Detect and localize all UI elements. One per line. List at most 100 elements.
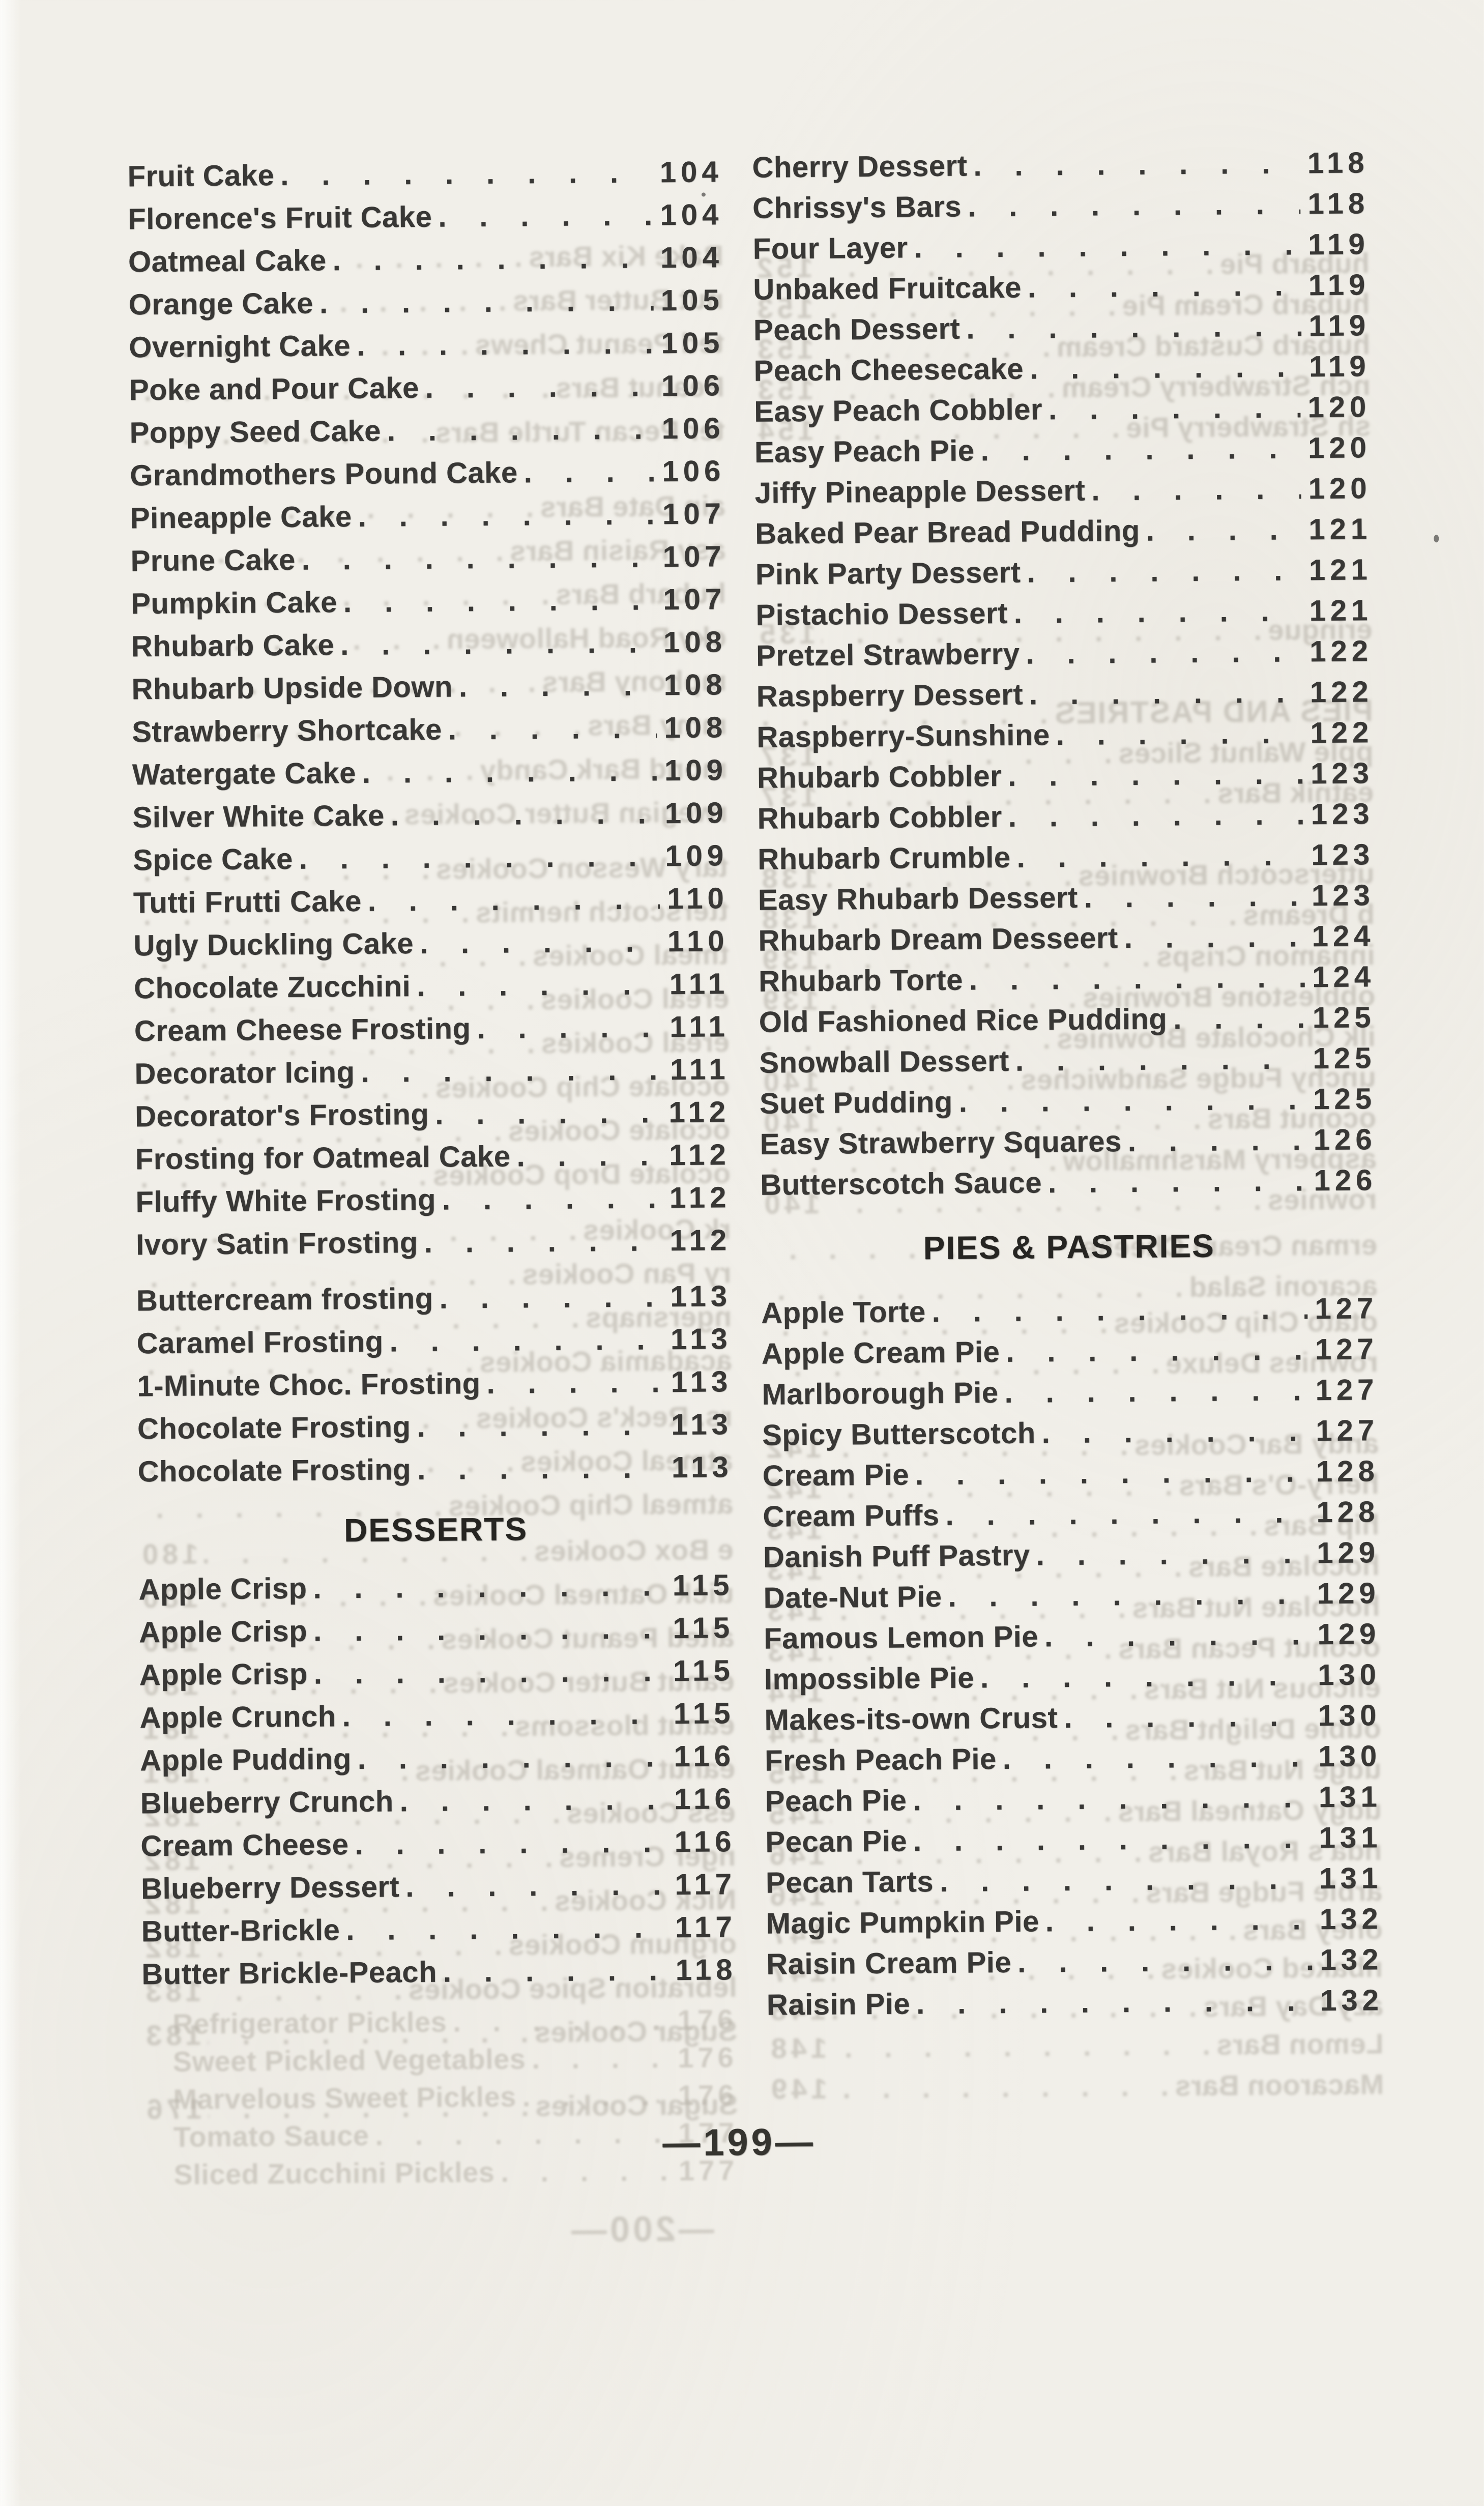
- recipe-page-number: 123: [1310, 756, 1374, 791]
- dot-leader: [833, 2029, 1210, 2064]
- scan-speck: [701, 192, 706, 197]
- toc-row: Raisin Cream Pie 132: [766, 1939, 1383, 1985]
- bleedthrough-label: Marvelous Sweet Pickles: [173, 2080, 517, 2115]
- dot-leader: [914, 224, 1301, 268]
- toc-row: Rhubarb Upside Down 108: [131, 663, 727, 711]
- recipe-label: Apple Crunch: [139, 1700, 336, 1735]
- toc-row: Marlborough Pie 127: [762, 1369, 1379, 1415]
- recipe-label: Cream Cheese Frosting: [134, 1012, 471, 1048]
- dot-leader: [448, 707, 657, 751]
- recipe-page-number: 106: [662, 454, 725, 488]
- recipe-label: Apple Pudding: [139, 1742, 352, 1777]
- dot-leader: [357, 322, 654, 367]
- dot-leader: [442, 1177, 663, 1221]
- toc-row: Caramel Frosting 113: [136, 1318, 732, 1365]
- recipe-label: Poppy Seed Cake: [129, 414, 382, 450]
- recipe-label: Cream Puffs: [763, 1498, 940, 1533]
- recipe-label: Rhubarb Dream Desseert: [758, 921, 1118, 957]
- recipe-label: Chocolate Frosting: [137, 1410, 411, 1446]
- dot-leader: [1006, 1329, 1308, 1373]
- toc-list-block: Cherry Dessert118Chrissy's Bars118Four L…: [752, 142, 1377, 1205]
- bleedthrough-row: Sugar Cookies 176: [142, 2088, 738, 2125]
- dot-leader: [1008, 794, 1304, 837]
- toc-row: Famous Lemon Pie 129: [764, 1614, 1381, 1659]
- recipe-label: Pink Party Dessert: [755, 556, 1021, 591]
- dot-leader: [417, 1404, 664, 1448]
- dot-leader: [1030, 346, 1302, 389]
- recipe-page-number: 110: [667, 924, 729, 958]
- recipe-label: Apple Crisp: [139, 1657, 308, 1692]
- recipe-label: Fluffy White Frosting: [135, 1183, 437, 1219]
- toc-row: Jiffy Pineapple Dessert 120: [754, 468, 1372, 514]
- toc-row: Peach Cheesecake 119: [753, 346, 1371, 392]
- bleedthrough-label: Refrigerator Pickles: [172, 2005, 447, 2040]
- recipe-page-number: 122: [1310, 716, 1374, 750]
- recipe-page-number: 123: [1311, 838, 1375, 872]
- toc-row: Four Layer 119: [752, 224, 1370, 270]
- toc-row: Unbaked Fruitcake 119: [753, 265, 1370, 310]
- toc-row: Apple Pudding 116: [140, 1735, 736, 1782]
- recipe-label: Pecan Pie: [765, 1824, 908, 1859]
- dot-leader: [1173, 998, 1305, 1039]
- toc-row: Peach Pie 131: [765, 1776, 1382, 1822]
- recipe-page-number: 115: [673, 1611, 735, 1645]
- recipe-page-number: 126: [1313, 1123, 1377, 1157]
- dot-leader: [346, 1906, 668, 1951]
- recipe-page-number: 119: [1308, 309, 1371, 343]
- dot-leader: [966, 306, 1302, 349]
- recipe-page-number: 105: [661, 326, 724, 360]
- dot-leader: [916, 1980, 1314, 2024]
- recipe-page-number: 106: [661, 412, 725, 446]
- dot-leader: [1127, 1120, 1306, 1162]
- recipe-label: Easy Rhubarb Dessert: [758, 881, 1078, 917]
- recipe-page-number: 128: [1316, 1495, 1380, 1529]
- recipe-label: Rhubarb Cake: [131, 628, 335, 663]
- recipe-page-number: 113: [671, 1408, 733, 1442]
- recipe-label: Jiffy Pineapple Dessert: [754, 474, 1086, 510]
- toc-row: Cherry Dessert 118: [752, 142, 1369, 188]
- recipe-page-number: 124: [1312, 919, 1375, 953]
- recipe-label: Spicy Butterscotch: [762, 1416, 1036, 1452]
- recipe-label: Impossible Pie: [764, 1661, 975, 1696]
- toc-list-block: Buttercream frosting113Caramel Frosting1…: [136, 1275, 733, 1493]
- toc-row: Cream Puffs 128: [763, 1492, 1380, 1537]
- recipe-label: Ivory Satin Frosting: [135, 1226, 418, 1262]
- recipe-label: Magic Pumpkin Pie: [766, 1905, 1039, 1940]
- bleedthrough-row: Refrigerator Pickles 176: [142, 2003, 737, 2041]
- recipe-page-number: 111: [670, 1010, 730, 1044]
- dot-leader: [1045, 1899, 1313, 1942]
- recipe-label: Rhubarb Cobbler: [756, 759, 1002, 795]
- toc-row: Cream Pie 128: [762, 1451, 1379, 1497]
- bleedthrough-label: Tomato Sauce: [173, 2119, 369, 2153]
- dot-leader: [1028, 265, 1302, 308]
- recipe-label: Easy Strawberry Squares: [760, 1125, 1122, 1161]
- dot-leader: [948, 1573, 1310, 1617]
- toc-row: Pink Party Dessert 121: [755, 549, 1372, 595]
- dot-leader: [399, 1778, 667, 1823]
- toc-row: Apple Torte 127: [761, 1288, 1378, 1334]
- dot-leader: [1015, 1038, 1305, 1081]
- recipe-page-number: 132: [1320, 1984, 1384, 2018]
- dot-leader: [945, 1492, 1310, 1536]
- recipe-label: Decorator's Frosting: [134, 1097, 429, 1133]
- toc-row: Easy Rhubarb Dessert 123: [758, 875, 1375, 921]
- recipe-label: Baked Pear Bread Pudding: [754, 514, 1140, 550]
- toc-row: Easy Peach Pie 120: [754, 427, 1372, 473]
- dot-leader: [340, 621, 657, 666]
- toc-row: Ugly Duckling Cake 110: [133, 920, 729, 967]
- toc-row: Overnight Cake 105: [129, 322, 724, 369]
- dot-leader: [1027, 550, 1302, 593]
- recipe-page-number: 115: [672, 1568, 734, 1602]
- recipe-page-number: 104: [660, 198, 723, 232]
- recipe-label: Peach Dessert: [753, 312, 961, 347]
- dot-leader: [1044, 1614, 1311, 1657]
- recipe-page-number: 107: [663, 582, 726, 617]
- dot-leader: [1036, 1533, 1310, 1576]
- section-header: DESSERTS: [343, 1510, 528, 1549]
- recipe-page-number: 131: [1318, 1780, 1382, 1814]
- toc-row: Raspberry Dessert 122: [756, 672, 1373, 717]
- recipe-label: Spice Cake: [132, 842, 293, 877]
- recipe-page-number: 116: [674, 1739, 736, 1773]
- bleedthrough-label: Sweet Pickled Vegetables: [172, 2043, 526, 2078]
